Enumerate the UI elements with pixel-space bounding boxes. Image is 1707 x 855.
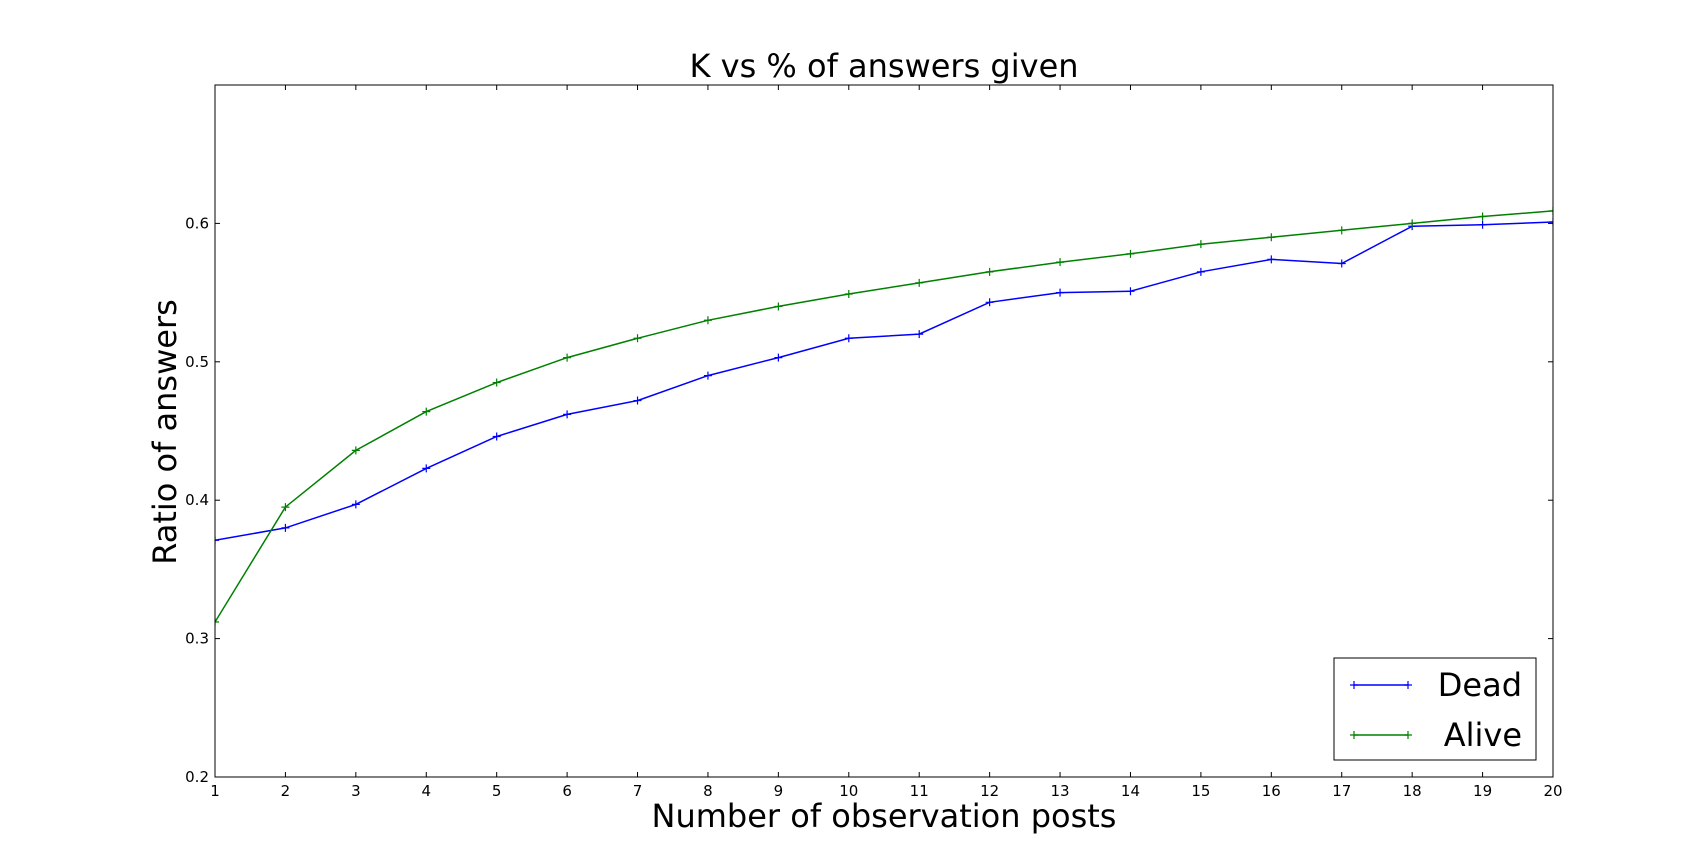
legend: Dead Alive [1333, 657, 1537, 761]
data-point-alive [1337, 226, 1346, 235]
x-tick-label: 7 [633, 782, 643, 800]
legend-item-alive: Alive [1350, 716, 1522, 754]
legend-item-dead: Dead [1350, 666, 1522, 704]
data-point-dead [492, 432, 501, 441]
x-tick-label: 2 [281, 782, 291, 800]
data-point-dead [1478, 220, 1487, 229]
data-point-alive [915, 278, 924, 287]
y-tick-label: 0.2 [185, 768, 209, 786]
data-point-dead [281, 523, 290, 532]
legend-marker [1404, 681, 1412, 689]
x-tick-label: 11 [910, 782, 929, 800]
plot-area: 1 2 3 4 5 6 7 8 9 10 11 12 13 14 15 16 17 18 19 200.20.30.4… [185, 84, 1563, 800]
x-tick-label: 6 [562, 782, 572, 800]
x-tick-label: 9 [774, 782, 784, 800]
data-point-dead [985, 298, 994, 307]
data-point-dead [703, 371, 712, 380]
data-point-alive [703, 316, 712, 325]
data-point-alive [351, 446, 360, 455]
data-point-alive [844, 289, 853, 298]
x-tick-label: 13 [1051, 782, 1070, 800]
data-point-alive [1549, 206, 1553, 215]
data-point-dead [915, 330, 924, 339]
data-point-dead [351, 500, 360, 509]
x-tick-label: 1 [210, 782, 220, 800]
legend-box [1333, 657, 1537, 761]
data-point-alive [1196, 240, 1205, 249]
data-point-alive [563, 353, 572, 362]
x-tick-label: 12 [980, 782, 999, 800]
data-point-dead [774, 353, 783, 362]
data-point-dead [1056, 288, 1065, 297]
legend-marker [1350, 731, 1358, 739]
x-tick-label: 3 [351, 782, 361, 800]
series-alive [215, 206, 1553, 626]
legend-label: Dead [1438, 666, 1522, 704]
x-tick-label: 5 [492, 782, 502, 800]
x-tick-label: 4 [421, 782, 431, 800]
chart-title: K vs % of answers given [689, 47, 1078, 85]
data-point-alive [985, 267, 994, 276]
data-point-alive [1478, 212, 1487, 221]
data-point-alive [492, 378, 501, 387]
axes-frame [214, 84, 1554, 778]
x-tick-label: 15 [1191, 782, 1210, 800]
data-point-alive [281, 503, 290, 512]
x-tick-label: 19 [1473, 782, 1492, 800]
y-tick-label: 0.3 [185, 630, 209, 648]
x-tick-label: 8 [703, 782, 713, 800]
data-point-dead [1196, 267, 1205, 276]
data-point-dead [563, 410, 572, 419]
data-point-dead [844, 334, 853, 343]
y-tick-label: 0.6 [185, 214, 209, 232]
y-axis-title: Ratio of answers [146, 299, 184, 565]
y-tick-label: 0.4 [185, 491, 209, 509]
data-point-alive [1126, 249, 1135, 258]
series-line-alive [215, 210, 1553, 623]
data-point-alive [1267, 233, 1276, 242]
x-tick-label: 14 [1121, 782, 1140, 800]
data-point-alive [215, 617, 219, 626]
data-point-alive [1408, 219, 1417, 228]
data-point-alive [422, 407, 431, 416]
y-tick-label: 0.5 [185, 353, 209, 371]
data-point-alive [633, 334, 642, 343]
data-point-dead [1337, 259, 1346, 268]
series-line-dead [215, 221, 1553, 542]
x-tick-label: 10 [839, 782, 858, 800]
legend-marker [1350, 681, 1358, 689]
data-point-dead [215, 536, 219, 545]
x-tick-label: 17 [1332, 782, 1351, 800]
x-tick-label: 18 [1403, 782, 1422, 800]
x-tick-label: 20 [1543, 782, 1562, 800]
data-point-alive [1056, 258, 1065, 267]
x-tick-label: 16 [1262, 782, 1281, 800]
legend-label: Alive [1444, 716, 1522, 754]
data-point-dead [422, 464, 431, 473]
data-point-dead [1267, 255, 1276, 264]
data-point-dead [1126, 287, 1135, 296]
x-axis-title: Number of observation posts [652, 797, 1117, 835]
data-point-dead [1549, 218, 1553, 227]
data-point-alive [774, 302, 783, 311]
legend-marker [1404, 731, 1412, 739]
data-point-dead [633, 396, 642, 405]
